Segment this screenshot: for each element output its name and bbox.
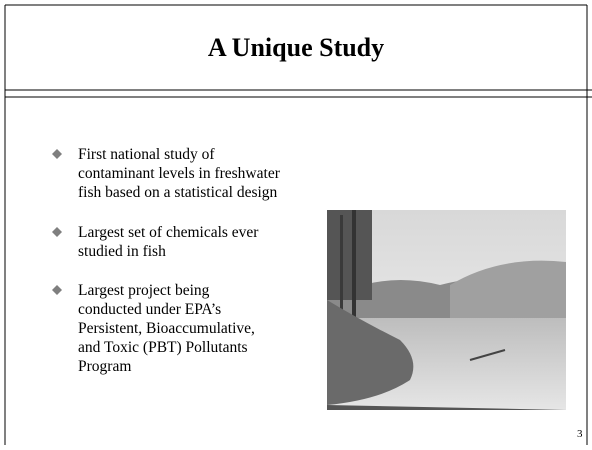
bullet-text: contaminant levels in freshwater [78,165,281,182]
bullet-icon [52,285,62,295]
bullet-icon [52,149,62,159]
bullet-text: studied in fish [78,243,166,260]
bullet-text: Largest project being [78,282,210,299]
lake-photo [327,210,566,410]
bullet-text: Largest set of chemicals ever [78,224,259,241]
slide-title: A Unique Study [208,33,384,62]
bullet-text: fish based on a statistical design [78,184,278,201]
page-number: 3 [577,428,583,440]
bullet-text: First national study of [78,146,215,163]
bullet-text: Persistent, Bioaccumulative, [78,320,255,337]
bullet-text: conducted under EPA’s [78,301,221,318]
bullet-icon [52,227,62,237]
bullet-text: and Toxic (PBT) Pollutants [78,339,248,356]
bullet-text: Program [78,358,131,375]
